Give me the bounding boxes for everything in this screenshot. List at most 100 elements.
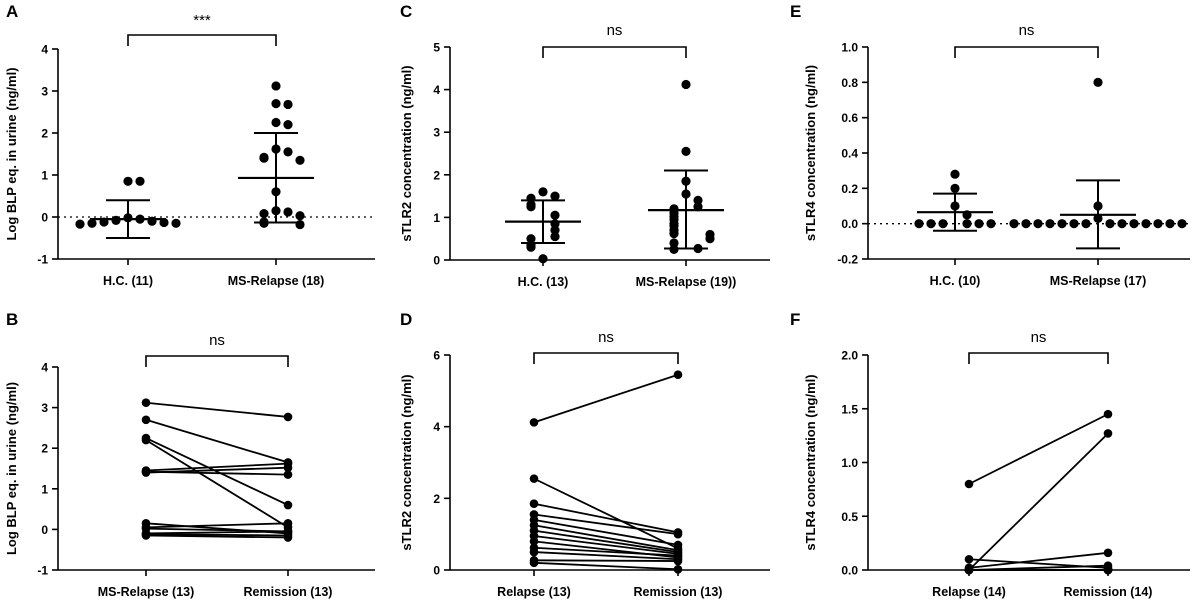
data-point (1045, 219, 1055, 229)
paired-line (533, 477, 679, 550)
paired-line (533, 559, 679, 562)
data-point (1117, 219, 1127, 229)
paired-line (533, 529, 679, 553)
panel-b: B -1 0 1 2 3 4 Log BLP eq. in urine (ng/ml) MS-R… (4, 310, 375, 599)
data-point (1141, 219, 1151, 229)
paired-line (968, 413, 1109, 485)
data-point (1103, 548, 1113, 558)
data-point (1103, 409, 1113, 419)
y-tick-label: 0.5 (841, 510, 858, 524)
y-tick-label: -1 (37, 253, 48, 267)
data-point (529, 499, 539, 509)
data-point (529, 547, 539, 557)
data-point (673, 529, 683, 539)
y-tick-label: 1 (41, 482, 48, 496)
data-point (705, 234, 715, 244)
significance-label: ns (598, 329, 614, 346)
panel-f: F 0.0 0.5 1.0 1.5 2.0 sTLR4 concentration (ng/… (790, 310, 1190, 599)
data-point (1177, 219, 1187, 229)
x-tick-label: Relapse (13) (497, 585, 571, 599)
data-point (111, 215, 121, 225)
x-tick-label: H.C. (10) (930, 274, 981, 288)
y-tick-label: 0.4 (841, 147, 858, 161)
x-tick-label: MS-Relapse (13) (98, 585, 195, 599)
significance-bracket (127, 34, 277, 46)
paired-line (533, 561, 679, 571)
y-tick-label: 5 (433, 41, 440, 55)
data-point (550, 225, 560, 235)
data-point (271, 81, 281, 91)
paired-line (145, 437, 289, 506)
data-point (147, 216, 157, 226)
data-point (550, 210, 560, 220)
data-point (1033, 219, 1043, 229)
data-point (123, 176, 133, 186)
y-tick-label: 0 (41, 523, 48, 537)
panel-letter: E (790, 2, 801, 21)
y-tick-label: 0 (41, 211, 48, 225)
y-tick-label: 0.8 (841, 76, 858, 90)
data-point (1057, 219, 1067, 229)
paired-line (968, 432, 1109, 571)
panel-a: A -1 0 1 2 3 4 Log BLP eq. in urine (ng/ml) H.C.… (4, 2, 375, 288)
paired-line (145, 466, 289, 474)
y-axis-label: Log BLP eq. in urine (ng/ml) (4, 67, 19, 240)
data-point (950, 183, 960, 193)
panel-d: D 0 2 4 6 sTLR2 concentration (ng/ml) Relapse … (399, 310, 770, 599)
data-point (1009, 219, 1019, 229)
data-point (1105, 219, 1115, 229)
significance-label: ns (209, 332, 225, 349)
data-point (283, 99, 293, 110)
y-tick-label: 2 (433, 168, 440, 182)
data-point (950, 169, 960, 179)
data-point (283, 519, 293, 528)
paired-line (533, 551, 679, 561)
data-point (295, 211, 305, 221)
paired-line (533, 513, 679, 536)
paired-line (145, 439, 289, 529)
y-tick-label: 3 (433, 126, 440, 140)
data-point (526, 234, 536, 244)
x-tick-label: MS-Relapse (17) (1050, 274, 1147, 288)
paired-line (968, 551, 1109, 569)
paired-line (533, 518, 679, 546)
paired-line (533, 524, 679, 552)
data-point (964, 554, 974, 564)
data-point (141, 468, 151, 477)
paired-line (533, 535, 679, 555)
x-tick-label: H.C. (13) (518, 275, 569, 289)
data-point (1021, 219, 1031, 229)
data-point (964, 565, 974, 575)
y-tick-label: 0.6 (841, 111, 858, 125)
data-point (986, 219, 996, 229)
data-point (283, 463, 293, 472)
data-point (964, 479, 974, 489)
data-point (259, 209, 269, 219)
y-tick-label: 2 (433, 492, 440, 506)
data-point (295, 219, 305, 230)
significance-label: *** (193, 12, 211, 29)
data-point (529, 474, 539, 483)
y-axis-label: sTLR2 concentration (ng/ml) (399, 374, 414, 550)
paired-line (145, 522, 289, 529)
paired-line (533, 546, 679, 557)
data-point (529, 558, 539, 568)
x-tick-label: Remission (14) (1064, 585, 1153, 599)
data-point (283, 147, 293, 157)
y-axis-label: sTLR4 concentration (ng/ml) (803, 374, 818, 550)
y-tick-label: -0.2 (837, 253, 858, 267)
data-point (283, 500, 293, 510)
data-point (526, 202, 536, 212)
data-point (141, 415, 151, 425)
data-point (914, 219, 924, 229)
data-point (1069, 219, 1079, 229)
data-point (1165, 219, 1175, 229)
data-point (538, 187, 548, 197)
data-point (673, 564, 683, 574)
y-tick-label: 0.0 (841, 217, 858, 231)
data-point (550, 191, 560, 201)
y-tick-label: 1 (41, 169, 48, 183)
data-point (1081, 219, 1091, 229)
y-tick-label: 4 (433, 420, 440, 434)
